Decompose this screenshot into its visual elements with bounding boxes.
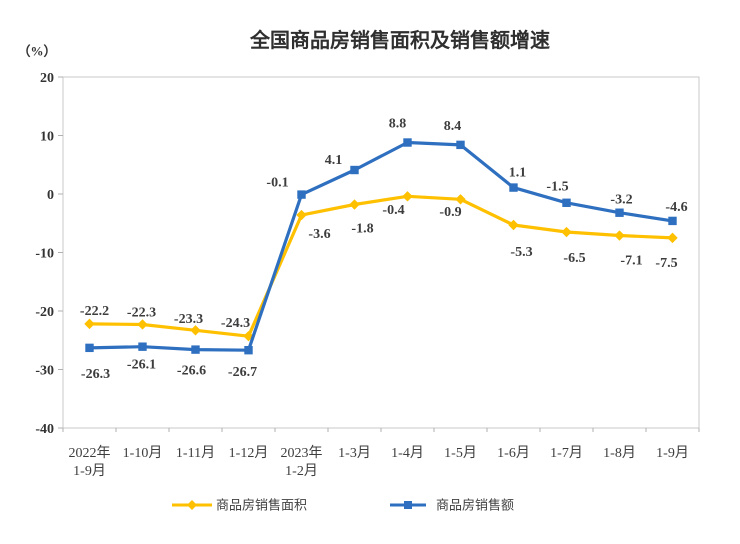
x-axis-label: 1-6月	[497, 445, 530, 461]
plot-area: 20 10 0 -10 -20 -30 -40 2022年 1-9月 1-10月 1-11月 1-12…	[35, 71, 700, 479]
sales-amount-legend-marker-icon	[404, 501, 412, 509]
sales-amount-marker-square-icon	[350, 165, 359, 175]
x-axis-label: 1-4月	[391, 445, 424, 461]
data-label-sales-amount: -4.6	[665, 200, 687, 215]
x-axis-label: 1-9月	[73, 463, 106, 479]
sales-area-legend-marker-icon	[187, 500, 197, 510]
data-label-sales-area: -22.3	[127, 305, 156, 320]
data-label-sales-area: -23.3	[174, 312, 203, 327]
sales-area-marker-diamond-icon	[614, 230, 625, 241]
data-label-sales-area: -5.3	[510, 245, 532, 260]
legend-item-sales-amount: 商品房销售额	[390, 498, 514, 514]
data-label-sales-area: -24.3	[221, 316, 250, 331]
y-axis-tick-label: -20	[35, 305, 54, 320]
sales-area-marker-diamond-icon	[561, 226, 572, 238]
y-axis-unit-label: （%）	[17, 44, 56, 59]
sales-amount-marker-square-icon	[244, 345, 253, 355]
sales-amount-marker-square-icon	[85, 343, 94, 353]
x-axis-label: 1-12月	[229, 445, 269, 461]
sales-area-marker-diamond-icon	[296, 209, 307, 221]
legend-label-sales-area: 商品房销售面积	[216, 498, 307, 514]
chart-legend: 商品房销售面积 商品房销售额	[172, 498, 514, 514]
sales-area-marker-diamond-icon	[243, 330, 254, 342]
sales-area-marker-diamond-icon	[508, 219, 519, 231]
x-axis-label: 1-10月	[123, 445, 163, 461]
data-label-sales-amount: -26.6	[177, 364, 206, 379]
series-line-sales-area	[87, 194, 675, 338]
y-axis-tick-label: -10	[35, 246, 54, 261]
data-label-sales-amount: -26.7	[228, 365, 257, 380]
y-axis-tick-label: -30	[35, 363, 54, 378]
sales-area-marker-diamond-icon	[190, 325, 201, 336]
x-axis-label: 1-5月	[444, 445, 477, 461]
data-label-sales-amount: 8.4	[444, 119, 462, 134]
sales-area-marker-diamond-icon	[455, 194, 466, 205]
sales-amount-marker-square-icon	[615, 208, 624, 217]
data-label-sales-area: -3.6	[308, 227, 330, 242]
x-axis-label: 1-3月	[338, 445, 371, 461]
data-label-sales-amount: 1.1	[509, 165, 527, 180]
data-label-sales-area: -7.1	[620, 253, 642, 268]
sales-amount-marker-square-icon	[509, 183, 518, 192]
sales-area-marker-diamond-icon	[137, 319, 148, 330]
data-label-sales-amount: -26.1	[127, 358, 156, 373]
data-label-sales-amount: -1.5	[546, 180, 568, 195]
data-label-sales-amount: -0.1	[266, 175, 288, 190]
x-axis-label: 1-2月	[285, 463, 318, 479]
y-axis-tick-label: 10	[40, 129, 54, 144]
sales-area-marker-diamond-icon	[667, 232, 678, 244]
sales-amount-marker-square-icon	[668, 216, 677, 226]
legend-item-sales-area: 商品房销售面积	[172, 498, 307, 514]
legend-label-sales-amount: 商品房销售额	[436, 498, 514, 514]
data-label-sales-area: -22.2	[80, 304, 109, 319]
x-axis-label: 2023年	[281, 445, 323, 461]
data-label-sales-amount: 4.1	[325, 153, 343, 168]
sales-amount-marker-square-icon	[403, 138, 412, 147]
data-label-sales-area: -0.9	[439, 205, 461, 220]
sales-amount-marker-square-icon	[562, 198, 571, 207]
data-label-sales-area: -6.5	[563, 251, 585, 266]
x-axis-label: 2022年	[69, 445, 111, 461]
sales-amount-marker-square-icon	[138, 342, 147, 351]
data-label-sales-amount: 8.8	[389, 116, 407, 131]
series-line-sales-amount	[87, 140, 675, 352]
data-label-sales-area: -7.5	[655, 256, 677, 271]
sales-amount-marker-square-icon	[456, 140, 465, 150]
x-axis-label: 1-8月	[603, 445, 636, 461]
x-axis-label: 1-11月	[176, 445, 215, 461]
y-axis-tick-label: 20	[40, 71, 54, 86]
data-label-sales-area: -0.4	[382, 203, 404, 218]
plot-border	[62, 76, 700, 429]
y-axis-tick-label: 0	[47, 188, 54, 203]
sales-amount-marker-square-icon	[191, 345, 200, 354]
data-label-sales-area: -1.8	[351, 221, 373, 236]
sales-amount-marker-square-icon	[297, 190, 306, 199]
x-axis-label: 1-7月	[550, 445, 583, 461]
data-label-sales-amount: -3.2	[610, 193, 632, 208]
y-axis-tick-label: -40	[35, 422, 54, 437]
x-axis-label: 1-9月	[656, 445, 689, 461]
chart-title: 全国商品房销售面积及销售额增速	[249, 28, 550, 52]
sales-area-marker-diamond-icon	[349, 199, 360, 210]
sales-area-marker-diamond-icon	[402, 191, 413, 202]
sales-area-marker-diamond-icon	[84, 318, 95, 330]
data-label-sales-amount: -26.3	[81, 367, 110, 382]
